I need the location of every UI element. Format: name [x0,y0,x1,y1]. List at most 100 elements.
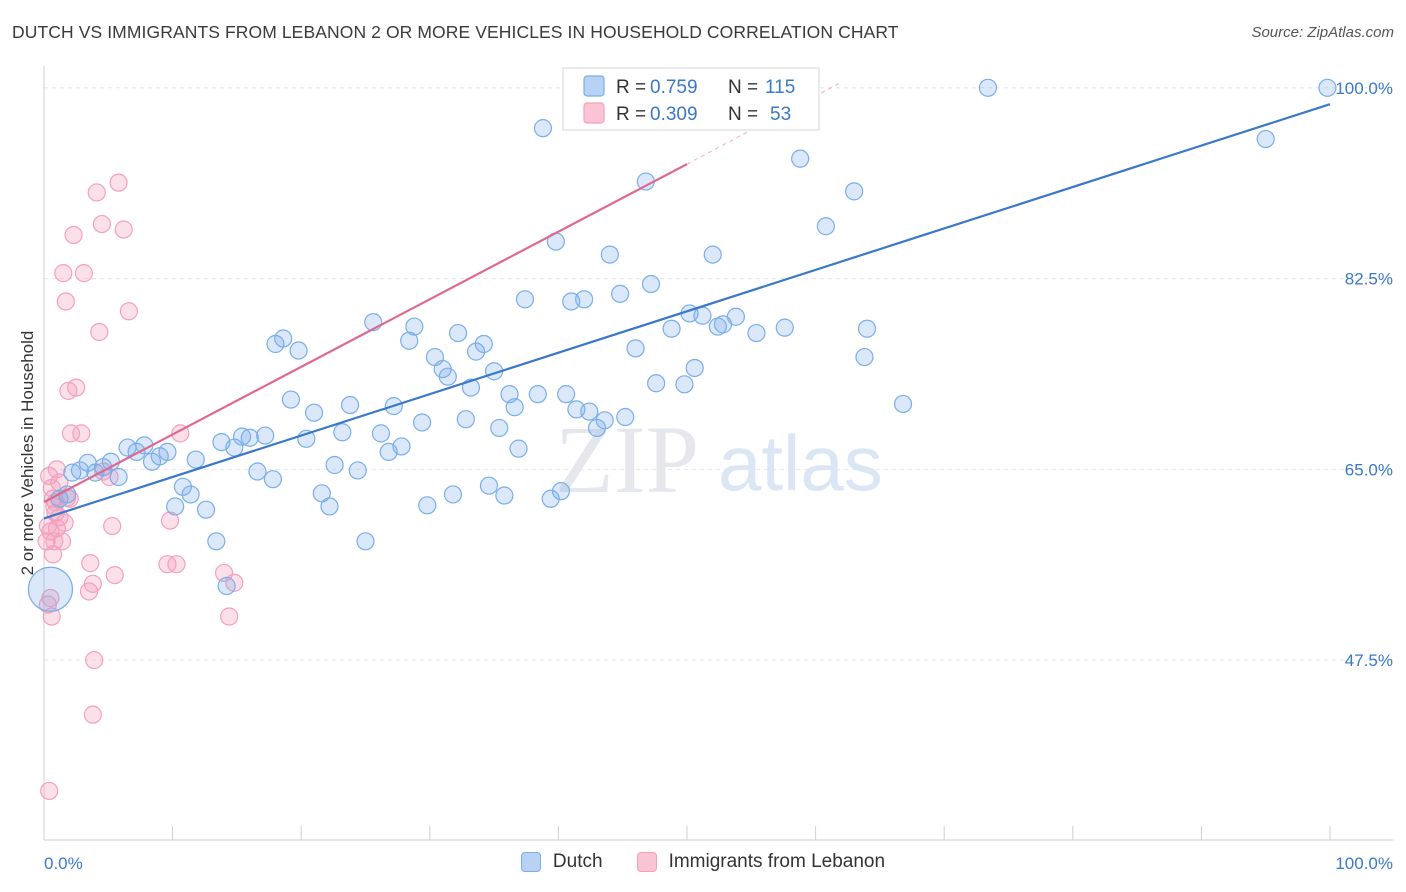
dutch-point [248,462,267,481]
lebanon-point [119,302,138,321]
dutch-point [685,358,704,378]
dutch-point [181,485,200,504]
dutch-point [173,477,192,496]
lebanon-point [61,424,81,443]
grid-lines [44,87,1394,661]
dutch-point [333,423,352,442]
legend-lebanon-r-value: 0.309 [650,104,698,125]
dutch-point [412,413,432,432]
dutch-point [533,119,553,138]
legend-lebanon-n-label: N = [728,104,758,125]
watermark-zip: ZIP [555,406,699,513]
dutch-point [418,496,437,515]
legend-swatch-dutch [583,75,605,97]
dutch-point [505,398,524,417]
dutch-point [580,402,599,421]
lebanon-point [54,264,73,283]
bottom-legend: Dutch Immigrants from Lebanon [0,851,1406,873]
dutch-point [456,410,475,429]
watermark: ZIP atlas [555,406,883,513]
lebanon-point [42,607,61,626]
axes [43,66,1394,841]
chart-title: DUTCH VS IMMIGRANTS FROM LEBANON 2 OR MO… [12,22,899,42]
lebanon-point [220,607,239,626]
dutch-point [675,375,694,394]
bottom-legend-swatch-dutch [520,852,541,872]
lebanon-point [74,264,93,283]
dutch-point [855,347,874,367]
dutch-point [641,274,661,294]
dutch-point [857,319,877,338]
dutch-point [392,437,411,456]
dutch-point [58,485,77,504]
dutch-point [726,307,745,326]
lebanon-point [90,322,109,342]
legend-dutch-n-value: 115 [765,77,795,98]
dutch-point [611,284,630,303]
dutch-point [304,403,324,422]
dutch-point [775,318,794,337]
lebanon-point [87,183,106,202]
dutch-point [400,331,419,350]
dutch-point [70,461,90,480]
bottom-legend-swatch-lebanon [636,852,657,872]
dutch-point [495,486,514,505]
lebanon-point [43,545,63,564]
dutch-point [978,78,998,97]
dutch-point [281,390,301,409]
dutch-point [320,497,339,516]
dutch-point [289,341,308,360]
lebanon-point [55,513,74,532]
dutch-point [474,334,493,354]
dutch-point [263,470,283,489]
dutch-point [703,245,722,264]
dutch-point [528,385,547,404]
bottom-legend-lebanon: Immigrants from Lebanon [636,851,885,873]
legend: R = 0.759 N = 115 R = 0.309 N = 53 [562,67,820,131]
dutch-point [893,394,913,414]
dutch-trend-line [43,103,1331,520]
dutch-point [626,339,645,358]
dutch-point [791,149,810,168]
legend-swatch-lebanon [583,102,605,124]
y-tick-label: 82.5% [1345,270,1393,289]
dutch-point [217,576,236,596]
legend-box [562,67,820,131]
dutch-point [256,426,275,445]
dutch-point [509,439,528,458]
legend-dutch-r-label: R = [616,77,646,98]
lebanon-point [72,424,91,443]
dutch-point [109,467,128,487]
dutch-point [186,450,205,469]
lebanon-point [64,225,83,245]
lebanon-point [109,173,128,192]
dutch-point [240,428,259,447]
lebanon-point [85,651,104,670]
dutch-point [515,290,535,309]
lebanon-point [167,555,186,574]
dutch-point [490,418,509,438]
y-tick-label: 100.0% [1335,79,1393,98]
lebanon-point [160,511,180,530]
dutch-point [371,424,391,443]
y-tick-label: 65.0% [1345,460,1393,479]
lebanon-point [81,554,100,573]
dutch-point [340,395,360,415]
legend-dutch-n-label: N = [728,77,758,98]
dutch-point [541,489,560,508]
dutch-point [207,532,226,551]
dutch-point [448,323,468,343]
lebanon-trend-line [43,163,688,504]
dutch-point [1318,78,1337,97]
dutch-point [348,461,367,480]
dutch-point [616,407,635,427]
bottom-legend-dutch: Dutch [520,851,603,873]
y-axis-label: 2 or more Vehicles in Household [18,331,37,576]
dutch-point [587,418,607,438]
dutch-point [479,476,499,495]
dutch-point [557,385,576,404]
dutch-point [356,532,375,551]
dutch-point [166,497,185,516]
dutch-point [438,367,457,386]
